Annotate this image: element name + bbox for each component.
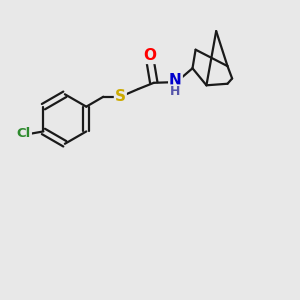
Text: O: O	[144, 48, 157, 63]
Text: N: N	[169, 73, 182, 88]
Text: Cl: Cl	[17, 128, 31, 140]
Text: H: H	[170, 85, 181, 98]
Text: S: S	[115, 89, 126, 104]
